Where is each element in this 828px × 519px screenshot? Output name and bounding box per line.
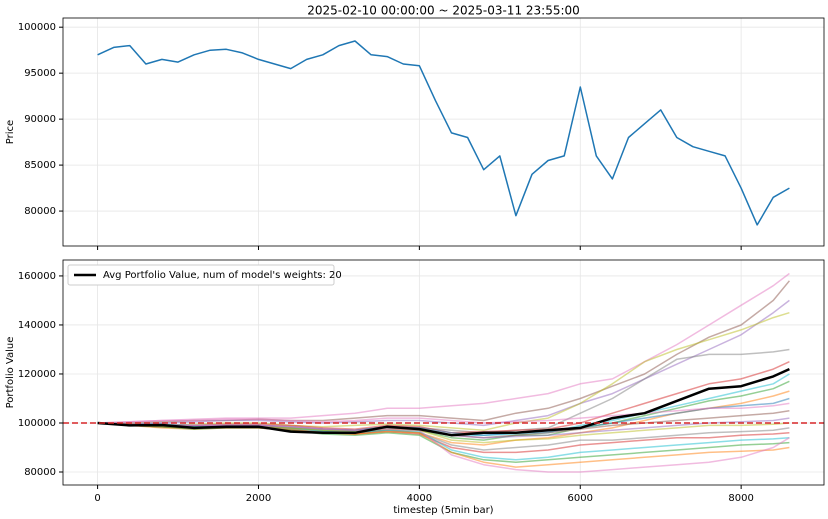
series-line: [97, 40, 790, 226]
series-line: [97, 272, 790, 424]
series-line: [97, 311, 790, 432]
y-tick-label: 95000: [24, 68, 56, 79]
legend-label: Avg Portfolio Value, num of model's weig…: [103, 270, 342, 281]
y-tick-label: 100000: [18, 22, 56, 33]
y-tick-label: 120000: [18, 369, 56, 380]
series-line: [97, 402, 790, 424]
y-tick-label: 140000: [18, 320, 56, 331]
y-tick-label: 90000: [24, 114, 56, 125]
x-tick-label: 0: [94, 493, 100, 504]
x-tick-label: 6000: [568, 493, 593, 504]
x-axis-label: timestep (5min bar): [393, 505, 493, 516]
legend-box: [67, 264, 335, 286]
x-tick-label: 2000: [246, 493, 271, 504]
axes-frame: [62, 17, 825, 247]
y-tick-label: 160000: [18, 271, 56, 282]
y-tick-label: 85000: [24, 160, 56, 171]
y-tick-label: 80000: [24, 206, 56, 217]
x-tick-label: 4000: [407, 493, 432, 504]
avg-line: [97, 367, 790, 437]
series-line: [97, 280, 790, 424]
y-axis-label: Portfolio Value: [5, 337, 16, 409]
x-tick-label: 8000: [728, 493, 753, 504]
series-line: [97, 422, 790, 473]
y-axis-label: Price: [5, 120, 16, 144]
chart-title: 2025-02-10 00:00:00 ~ 2025-03-11 23:55:0…: [307, 4, 580, 18]
y-tick-label: 100000: [18, 418, 56, 429]
axes-frame: [62, 259, 825, 486]
plot-area: [97, 40, 790, 226]
y-tick-label: 80000: [24, 467, 56, 478]
plot-area: [63, 272, 824, 473]
